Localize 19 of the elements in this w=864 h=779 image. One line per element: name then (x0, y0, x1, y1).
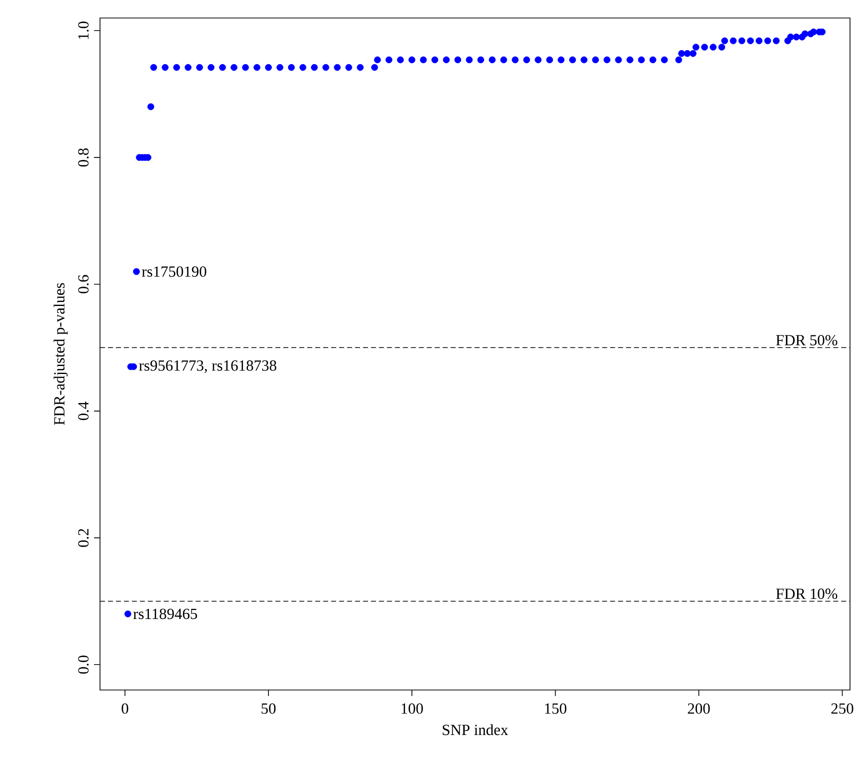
x-axis-title: SNP index (442, 724, 508, 736)
y-axis-title: FDR-adjusted p-values (54, 283, 68, 425)
annotation: rs9561773, rs1618738 (139, 360, 276, 373)
y-tick-label: 1.0 (78, 22, 89, 39)
x-tick-label: 150 (545, 703, 566, 714)
ref-line-label: FDR 10% (776, 588, 838, 600)
x-tick-label: 0 (122, 703, 128, 714)
x-tick-label: 250 (831, 703, 854, 714)
x-tick-label: 200 (688, 703, 710, 714)
x-tick-label: 50 (262, 703, 276, 714)
annotation: rs1189465 (133, 608, 198, 620)
y-tick-label: 0.8 (78, 148, 89, 167)
y-tick-label: 0.4 (78, 402, 89, 420)
y-tick-label: 0.6 (78, 275, 89, 294)
ref-line-label: FDR 50% (776, 334, 838, 346)
x-tick-label: 100 (402, 703, 423, 714)
annotation: rs1750190 (142, 266, 206, 277)
y-tick-label: 0.0 (78, 656, 89, 674)
y-tick-label: 0.2 (78, 529, 89, 547)
